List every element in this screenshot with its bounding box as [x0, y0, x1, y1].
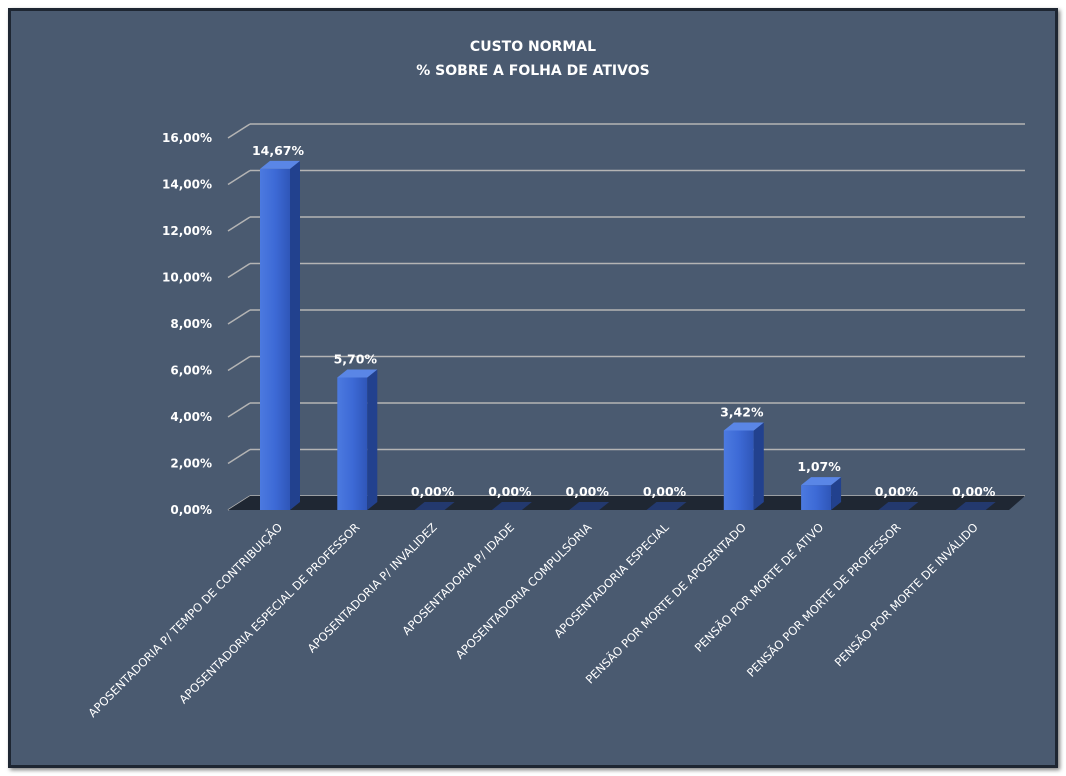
data-label: 3,42%: [720, 404, 764, 419]
data-label: 0,00%: [875, 484, 919, 499]
bar-side: [290, 160, 300, 511]
data-label: 5,70%: [334, 351, 378, 366]
y-tick-label: 6,00%: [170, 364, 212, 378]
bar-side: [831, 477, 842, 510]
bar: [723, 422, 764, 510]
y-tick-label: 2,00%: [170, 457, 212, 471]
data-label: 0,00%: [952, 484, 996, 499]
bar-top: [878, 502, 919, 510]
data-label: 0,00%: [488, 484, 532, 499]
bar: [801, 477, 842, 510]
x-tick-label: PENSÃO POR MORTE DE PROFESSOR: [743, 520, 903, 680]
gridline-diag: [227, 262, 251, 279]
bar: [646, 502, 687, 510]
bar: [491, 502, 532, 510]
data-label: 0,00%: [566, 484, 610, 499]
bar-front: [337, 377, 368, 510]
gridline-diag: [227, 169, 251, 186]
y-tick-label: 4,00%: [170, 410, 212, 424]
bar-top: [569, 502, 610, 510]
y-tick-label: 12,00%: [162, 224, 212, 238]
chart-subtitle: % SOBRE A FOLHA DE ATIVOS: [416, 63, 650, 79]
gridline-diag: [227, 309, 251, 325]
chart-title: CUSTO NORMAL: [469, 39, 597, 55]
bar: [955, 502, 996, 510]
x-tick-label: PENSÃO POR MORTE DE ATIVO: [691, 520, 826, 655]
gridline-diag: [227, 123, 251, 139]
y-tick-label: 8,00%: [170, 317, 212, 331]
bar: [337, 369, 378, 510]
gridline-diag: [227, 448, 251, 465]
gridline-diag: [227, 355, 251, 372]
bar-top: [337, 369, 378, 378]
bar: [260, 160, 300, 511]
data-label: 14,67%: [252, 143, 305, 158]
y-tick-label: 16,00%: [162, 131, 212, 145]
x-tick-label: PENSÃO POR MORTE DE INVÁLIDO: [831, 520, 981, 670]
x-tick-label: PENSÃO POR MORTE DE APOSENTADO: [582, 520, 749, 687]
bar: [569, 502, 610, 510]
bar-top: [723, 422, 764, 431]
bar-front: [801, 485, 832, 510]
y-tick-label: 14,00%: [162, 178, 212, 192]
bar-front: [723, 430, 754, 510]
bar-top: [955, 502, 996, 510]
bar-top: [646, 502, 687, 510]
bar-side: [753, 422, 764, 510]
data-label: 0,00%: [643, 484, 687, 499]
bar-top: [260, 160, 300, 169]
data-label: 0,00%: [411, 484, 455, 499]
bar-side: [367, 369, 378, 510]
x-tick-label: APOSENTADORIA P/ INVALIDEZ: [305, 520, 440, 655]
data-label: 1,07%: [797, 459, 841, 474]
gridline-diag: [227, 402, 251, 418]
x-tick-label: APOSENTADORIA ESPECIAL DE PROFESSOR: [176, 520, 362, 706]
bar: [878, 502, 919, 510]
bar: [414, 502, 455, 510]
chart-frame: CUSTO NORMAL % SOBRE A FOLHA DE ATIVOS: [8, 8, 1058, 768]
y-tick-label: 10,00%: [162, 271, 212, 285]
gridline-diag: [227, 216, 251, 232]
x-tick-label: APOSENTADORIA COMPULSÓRIA: [452, 519, 594, 661]
bar-top: [801, 477, 842, 486]
y-tick-label: 0,00%: [170, 503, 212, 517]
bar-top: [491, 502, 532, 510]
bar-top: [414, 502, 455, 510]
bar-front: [260, 168, 290, 511]
